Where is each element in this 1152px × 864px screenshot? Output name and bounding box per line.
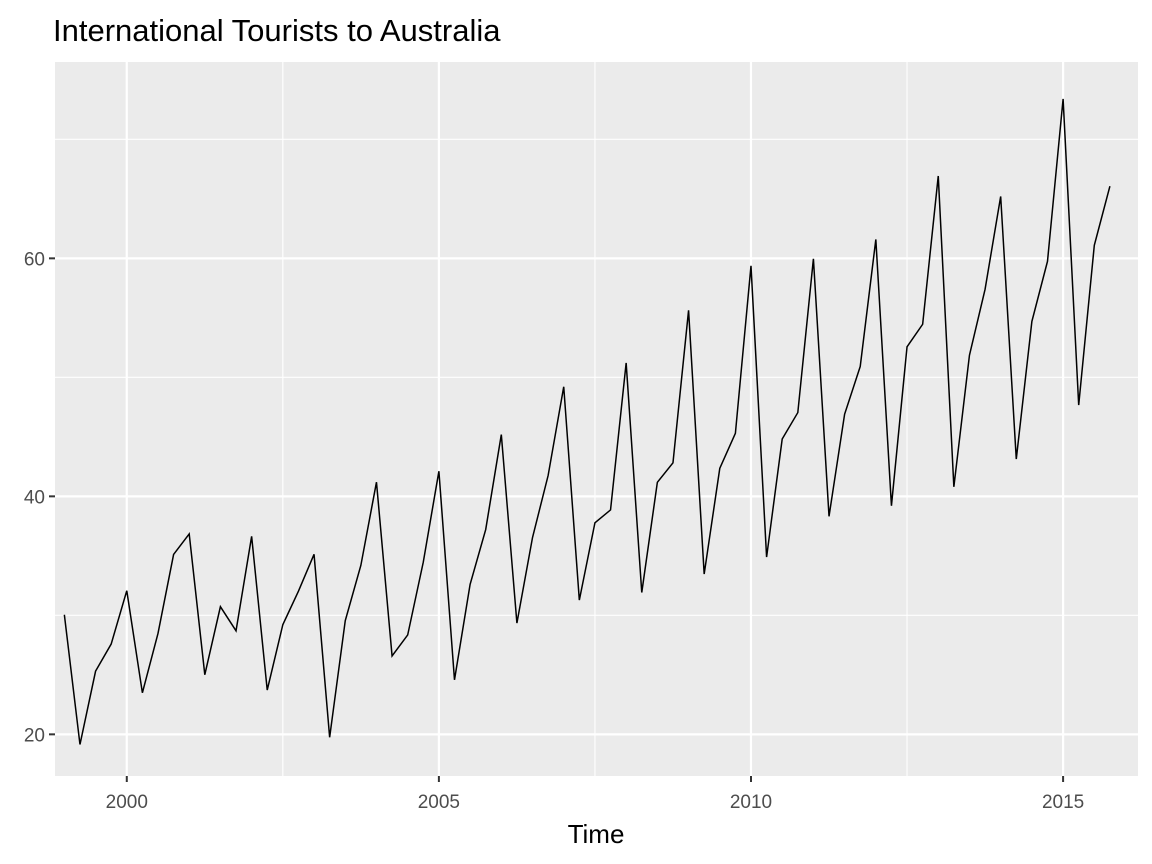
x-tick-label: 2005 xyxy=(418,792,460,813)
y-tick-label: 20 xyxy=(24,725,45,746)
plot-panel xyxy=(55,62,1138,776)
x-tick-label: 2010 xyxy=(730,792,772,813)
y-axis: 20 40 60 xyxy=(24,249,55,746)
grid-major xyxy=(55,62,1138,776)
y-tick-label: 60 xyxy=(24,249,45,270)
x-tick-label: 2000 xyxy=(106,792,148,813)
x-axis: 2000 2005 2010 2015 xyxy=(106,776,1084,813)
x-axis-title: Time xyxy=(568,819,625,849)
x-tick-label: 2015 xyxy=(1042,792,1084,813)
series-line xyxy=(63,98,1111,745)
series-group xyxy=(63,98,1111,745)
chart-title: International Tourists to Australia xyxy=(53,13,501,48)
y-tick-label: 40 xyxy=(24,487,45,508)
grid-minor xyxy=(55,62,1138,776)
